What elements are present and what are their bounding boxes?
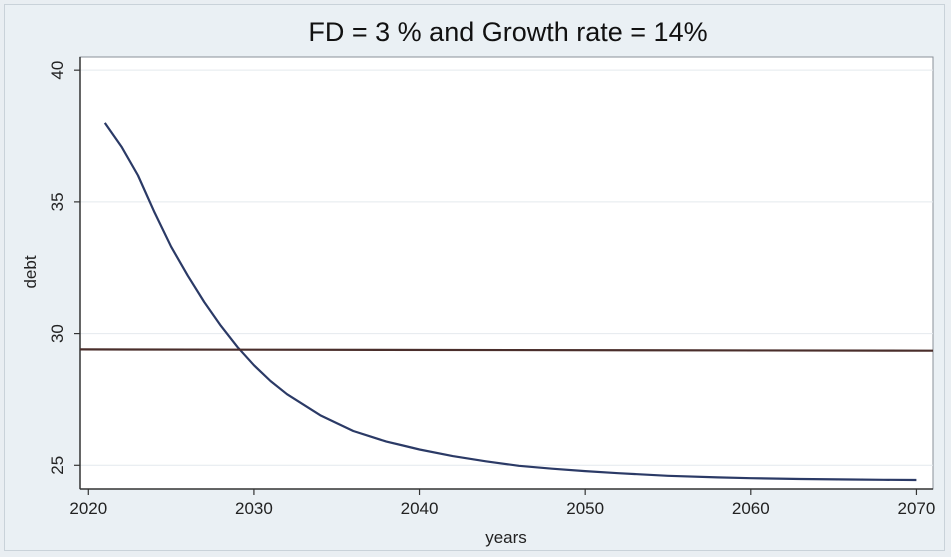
x-axis-label: years bbox=[485, 528, 527, 547]
x-tick-label: 2030 bbox=[235, 499, 273, 518]
plot-area bbox=[79, 56, 934, 490]
y-tick-label: 30 bbox=[48, 324, 67, 343]
x-ticks: 2020 2030 2040 2050 2060 2070 bbox=[69, 489, 935, 518]
x-tick-label: 2050 bbox=[566, 499, 604, 518]
chart-title: FD = 3 % and Growth rate = 14% bbox=[308, 17, 707, 47]
grid-lines bbox=[80, 69, 933, 466]
x-tick-label: 2040 bbox=[401, 499, 439, 518]
series-line-2 bbox=[79, 348, 934, 352]
x-tick-label: 2060 bbox=[732, 499, 770, 518]
y-tick-label: 40 bbox=[48, 61, 67, 80]
axes bbox=[79, 57, 933, 490]
x-tick-label: 2020 bbox=[69, 499, 107, 518]
y-tick-label: 25 bbox=[48, 456, 67, 475]
y-ticks: 25 30 35 40 bbox=[48, 61, 80, 475]
series-lines bbox=[79, 122, 934, 482]
y-axis-label: debt bbox=[21, 255, 40, 288]
series-line-1 bbox=[103, 122, 917, 482]
x-tick-label: 2070 bbox=[898, 499, 936, 518]
y-tick-label: 35 bbox=[48, 192, 67, 211]
